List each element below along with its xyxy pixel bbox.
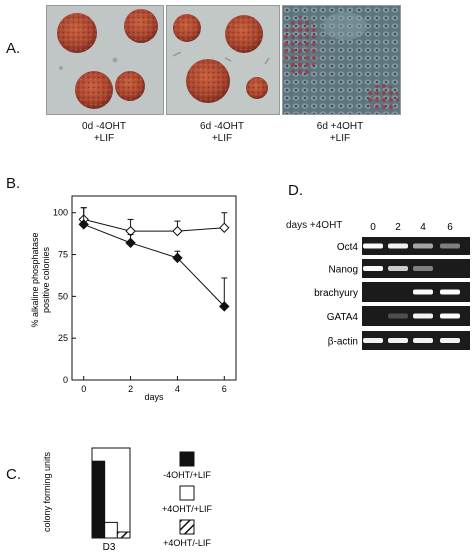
c-legend-swatch [179,451,195,467]
c-category-label: D3 [103,542,116,552]
gel-band [413,313,433,319]
gel-lane-label: 4 [420,222,426,233]
b-point [219,222,230,233]
gel-gene-label: GATA4 [327,312,359,323]
caption-6d-plus-line2: +LIF [329,133,351,144]
b-xtick-label: 2 [128,384,133,394]
b-point [219,301,230,312]
panel-c-label: C. [6,466,21,483]
c-ylabel: colony forming units [42,451,52,532]
c-bar [104,521,118,539]
gel-band [440,338,460,343]
panel-d-gel: 0 2 4 6 Oct4 Nanog brachyury GATA4 β-actin [314,222,470,350]
gel-band [413,243,433,249]
caption-6d-plus-line1: 6d +4OHT [316,121,364,132]
b-point [78,219,89,230]
gel-band [388,313,408,319]
c-legend-label: +4OHT/-LIF [163,538,211,548]
gel-band [388,243,408,249]
gel-band [440,289,460,295]
gel-band [440,313,460,319]
b-ytick-label: 100 [53,208,68,218]
gel-lane-label: 6 [447,222,453,233]
c-bar [91,460,106,539]
gel-lane-label: 2 [395,222,401,233]
gel-header-label: days +4OHT [286,220,343,231]
gel-band [413,266,433,271]
b-point [125,237,136,249]
b-point [172,252,183,264]
b-plot-frame [71,195,237,381]
panel-a-label: A. [6,40,21,57]
caption-0d: 0d -4OHT +LIF [64,121,144,145]
b-ylabel-line1: % alkaline phosphatase [30,232,40,327]
b-ytick-label: 25 [58,333,68,343]
b-xtick-label: 0 [81,384,86,394]
b-ytick-label: 50 [58,291,68,301]
panel-b-label: B. [6,175,21,192]
caption-6d-minus: 6d -4OHT +LIF [182,121,262,145]
c-legend-swatch [179,485,195,501]
b-series-line [83,223,225,307]
gel-band [413,289,433,295]
b-series-line [83,218,225,232]
caption-6d-minus-line1: 6d -4OHT [200,121,244,132]
gel-band [363,338,383,343]
caption-0d-line2: +LIF [93,133,115,144]
b-ytick-label: 0 [63,375,68,385]
b-ylabel-line2: positive colonies [41,246,51,313]
gel-band [440,243,460,249]
gel-band [363,243,383,249]
panel-d-label: D. [288,182,303,199]
b-ytick-label: 75 [58,250,68,260]
micrograph-0d-minus-4oht [46,5,164,115]
caption-6d-plus: 6d +4OHT +LIF [300,121,380,145]
caption-0d-line1: 0d -4OHT [82,121,126,132]
c-legend-label: -4OHT/+LIF [163,470,211,480]
gel-band [388,266,408,271]
micrograph-6d-minus-4oht [166,5,280,115]
gel-gene-label: brachyury [314,288,358,299]
panel-c-chart: colony forming units -4OHT/+LIF +4OHT/+LI… [42,447,213,552]
gel-gene-label: β-actin [328,337,358,348]
gel-band [363,266,383,271]
gel-gene-label: Oct4 [337,242,359,253]
c-bar [116,531,131,539]
b-point [172,225,183,237]
b-xtick-label: 4 [175,384,180,394]
gel-gene-label: Nanog [329,265,358,276]
panel-b-chart: 0 25 50 75 100 0 2 4 6 % alkaline phosphatase po… [30,195,237,402]
gel-band [388,338,408,343]
c-legend-swatch [179,519,195,535]
c-legend-label: +4OHT/+LIF [162,504,213,514]
gel-band [413,338,433,343]
gel-lane-label: 0 [370,222,376,233]
micrograph-6d-plus-4oht [282,5,401,115]
b-xtick-label: 6 [222,384,227,394]
b-xlabel: days [144,392,164,402]
caption-6d-minus-line2: +LIF [211,133,233,144]
